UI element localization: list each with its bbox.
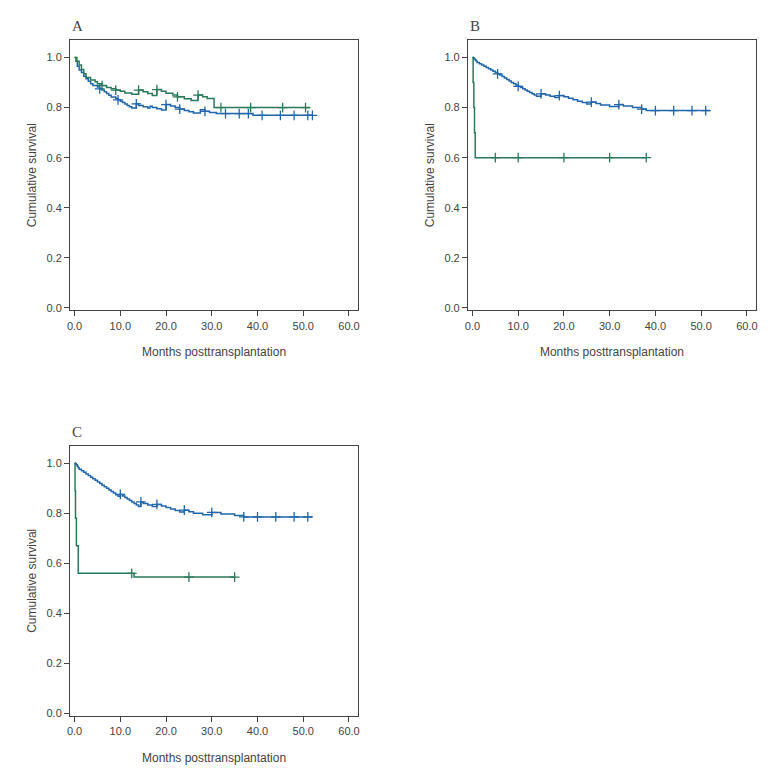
svg-text:0.4: 0.4 [47, 202, 62, 214]
svg-text:0.2: 0.2 [444, 252, 459, 264]
svg-text:Cumulative survival: Cumulative survival [25, 123, 39, 227]
svg-text:0.0: 0.0 [47, 302, 62, 314]
svg-text:Months posttransplantation: Months posttransplantation [142, 751, 286, 765]
svg-text:0.0: 0.0 [444, 302, 459, 314]
svg-text:Months posttransplantation: Months posttransplantation [142, 345, 286, 359]
svg-text:40.0: 40.0 [247, 320, 268, 332]
svg-text:30.0: 30.0 [599, 320, 620, 332]
svg-text:Cumulative survival: Cumulative survival [25, 529, 39, 633]
svg-text:1.0: 1.0 [47, 51, 62, 63]
svg-text:0.0: 0.0 [67, 725, 82, 737]
svg-text:0.0: 0.0 [465, 320, 480, 332]
svg-text:60.0: 60.0 [338, 725, 359, 737]
svg-text:60.0: 60.0 [736, 320, 757, 332]
svg-text:60.0: 60.0 [338, 320, 359, 332]
svg-text:50.0: 50.0 [690, 320, 711, 332]
svg-text:20.0: 20.0 [155, 725, 176, 737]
svg-text:1.0: 1.0 [444, 51, 459, 63]
svg-text:0.6: 0.6 [444, 152, 459, 164]
svg-text:30.0: 30.0 [201, 320, 222, 332]
svg-text:0.6: 0.6 [47, 557, 62, 569]
svg-text:10.0: 10.0 [110, 725, 131, 737]
svg-text:50.0: 50.0 [293, 725, 314, 737]
svg-text:0.2: 0.2 [47, 657, 62, 669]
svg-text:Cumulative survival: Cumulative survival [423, 123, 437, 227]
svg-text:0.8: 0.8 [47, 101, 62, 113]
svg-text:0.8: 0.8 [47, 507, 62, 519]
svg-text:40.0: 40.0 [645, 320, 666, 332]
svg-text:1.0: 1.0 [47, 457, 62, 469]
svg-text:50.0: 50.0 [293, 320, 314, 332]
svg-text:10.0: 10.0 [507, 320, 528, 332]
svg-text:0.0: 0.0 [67, 320, 82, 332]
svg-text:0.2: 0.2 [47, 252, 62, 264]
svg-text:0.0: 0.0 [47, 707, 62, 719]
svg-text:B: B [470, 18, 480, 34]
svg-text:0.4: 0.4 [444, 202, 459, 214]
svg-text:0.6: 0.6 [47, 152, 62, 164]
svg-text:20.0: 20.0 [155, 320, 176, 332]
svg-text:Months posttransplantation: Months posttransplantation [540, 345, 684, 359]
svg-text:30.0: 30.0 [201, 725, 222, 737]
svg-text:20.0: 20.0 [553, 320, 574, 332]
svg-text:A: A [72, 18, 83, 34]
svg-text:0.4: 0.4 [47, 607, 62, 619]
svg-text:10.0: 10.0 [110, 320, 131, 332]
svg-text:40.0: 40.0 [247, 725, 268, 737]
svg-text:C: C [72, 424, 82, 440]
svg-text:0.8: 0.8 [444, 101, 459, 113]
